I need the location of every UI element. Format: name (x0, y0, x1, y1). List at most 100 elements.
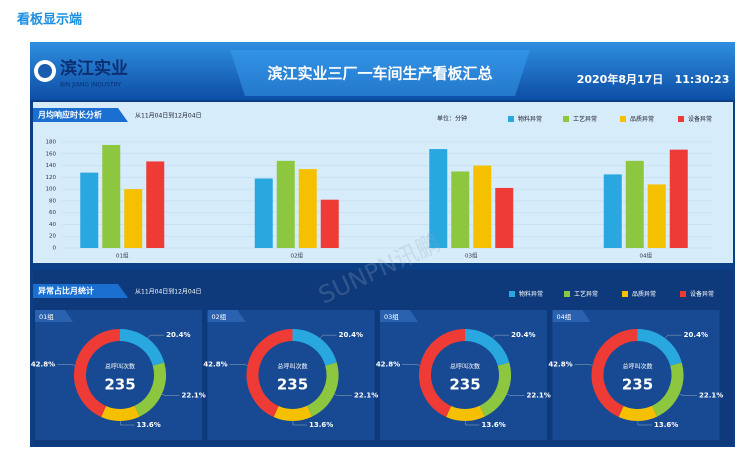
bar (625, 160, 644, 248)
leader-line (506, 393, 525, 396)
donut-card-tab (380, 310, 418, 322)
bar (451, 171, 470, 248)
y-tick-label: 140 (46, 163, 57, 169)
leader-line (492, 334, 510, 339)
x-tick-label: 02组 (291, 252, 304, 260)
leader-line (120, 420, 135, 426)
donut-segment (464, 329, 510, 367)
donut-value-label: 22.1% (527, 392, 551, 400)
donut-value-label: 20.4% (511, 331, 535, 339)
donut-segment (637, 329, 682, 367)
donut-section-title: 异常占比月统计 (38, 286, 94, 296)
legend-label: 设备异常 (688, 115, 712, 123)
y-tick-label: 120 (46, 175, 57, 181)
donut-segment (446, 405, 485, 421)
legend-label: 物料异常 (519, 290, 543, 298)
donut-total: 235 (277, 376, 308, 394)
donut-value-label: 42.8% (31, 361, 55, 369)
donut-value-label: 22.1% (354, 392, 378, 400)
bar (146, 161, 165, 248)
legend-swatch (509, 291, 515, 297)
legend-swatch (678, 116, 684, 122)
donut-value-label: 13.6% (481, 421, 505, 429)
donut-value-label: 13.6% (654, 421, 678, 429)
leader-line (637, 420, 652, 426)
header-date: 2020年8月17日 (577, 72, 664, 86)
y-tick-label: 80 (49, 198, 56, 204)
donut-segment (306, 362, 339, 417)
legend-label: 品质异常 (630, 115, 654, 123)
legend-label: 工艺异常 (574, 290, 598, 298)
donut-value-label: 13.6% (136, 421, 160, 429)
donut-value-label: 22.1% (699, 392, 723, 400)
leader-line (402, 364, 421, 366)
donut-total: 235 (622, 376, 653, 394)
donut-segment (101, 405, 140, 421)
donut-value-label: 42.8% (203, 361, 227, 369)
donut-segment (591, 329, 638, 417)
donut-hole-label: 总呼叫次数 (277, 363, 307, 371)
y-tick-label: 0 (53, 246, 57, 252)
leader-line (320, 334, 337, 339)
donut-segment (618, 405, 658, 421)
leader-line (57, 364, 76, 366)
leader-line (574, 364, 593, 366)
legend-swatch (563, 116, 569, 122)
donut-segment (479, 362, 511, 417)
donut-value-label: 22.1% (182, 392, 206, 400)
donut-card-title: 04组 (557, 312, 572, 321)
donut-segment (419, 329, 466, 417)
donut-total: 235 (104, 376, 135, 394)
legend-swatch (622, 291, 628, 297)
donut-card-tab (207, 310, 246, 322)
y-tick-label: 20 (49, 234, 56, 240)
donut-segment (292, 329, 337, 367)
donut-card-title: 03组 (384, 312, 399, 321)
donut-segment (651, 362, 684, 417)
leader-line (334, 393, 353, 396)
header-title-bg (230, 50, 530, 96)
leader-line (465, 420, 480, 426)
donut-tab (33, 284, 128, 298)
y-tick-label: 60 (49, 210, 56, 216)
x-tick-label: 01组 (116, 252, 129, 260)
legend-label: 物料异常 (518, 115, 542, 123)
donut-segment (74, 329, 121, 417)
logo-text: 滨江实业 (60, 58, 128, 79)
leader-line (229, 364, 248, 366)
leader-line (292, 420, 307, 426)
logo-icon-inner (38, 64, 52, 78)
header-title: 滨江实业三厂一车间生产看板汇总 (267, 65, 492, 83)
x-tick-label: 04组 (640, 252, 653, 260)
bar (298, 169, 317, 248)
x-tick-label: 03组 (465, 252, 478, 260)
donut-segment (119, 329, 165, 367)
bar (80, 172, 99, 248)
bar (495, 187, 514, 248)
legend-label: 品质异常 (632, 290, 656, 298)
donut-value-label: 20.4% (684, 331, 708, 339)
donut-hole-label: 总呼叫次数 (105, 363, 135, 371)
y-tick-label: 40 (49, 222, 56, 228)
donut-segment (246, 329, 293, 417)
bar (102, 144, 121, 248)
y-tick-label: 180 (46, 140, 57, 146)
bar-subtitle: 从11月04日到12月04日 (135, 113, 202, 120)
y-tick-label: 160 (46, 151, 57, 157)
legend-swatch (680, 291, 686, 297)
legend-swatch (620, 116, 626, 122)
donut-hole-label: 总呼叫次数 (450, 363, 480, 371)
donut-card-title: 01组 (39, 312, 54, 321)
header-time: 11:30:23 (675, 73, 730, 86)
bar (473, 165, 492, 248)
legend-label: 工艺异常 (573, 115, 597, 123)
bar (276, 160, 295, 248)
leader-line (147, 334, 165, 339)
donut-value-label: 20.4% (166, 331, 190, 339)
bar-tab (33, 108, 128, 122)
leader-line (679, 393, 698, 396)
donut-value-label: 42.8% (548, 361, 572, 369)
donut-total: 235 (449, 376, 480, 394)
leader-line (665, 334, 682, 339)
